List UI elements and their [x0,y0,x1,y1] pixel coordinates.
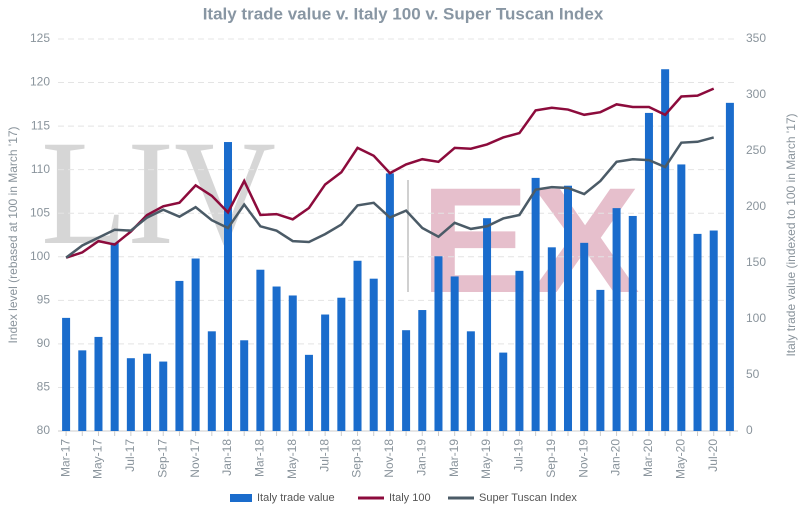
bar [644,112,653,432]
bar [709,230,718,431]
bar [272,286,281,431]
y-axis-label: Index level (rebased at 100 in March '17… [6,126,20,343]
bar [191,258,200,431]
bar [434,256,443,431]
bar [418,310,427,431]
legend-label: Italy trade value [257,492,335,504]
x-tick-label: Jan-18 [220,439,234,476]
bar [256,269,265,431]
x-tick-label: Nov-17 [188,439,202,478]
bar [110,242,119,431]
x-tick-label: Jan-19 [414,439,428,476]
legend-label: Italy 100 [389,492,431,504]
bar [531,177,540,431]
bar [466,331,475,431]
bar [143,353,152,431]
bar [159,361,168,431]
bar [580,242,589,431]
bar [126,358,135,431]
x-tick-label: Jul-17 [123,439,137,472]
y2-tick-label: 200 [746,199,766,213]
y-tick-label: 90 [37,336,51,350]
bar [94,336,103,431]
bar [628,215,637,431]
chart-title: Italy trade value v. Italy 100 v. Super … [203,4,604,23]
y-tick-label: 115 [31,118,50,132]
bar [515,270,524,431]
bar [693,233,702,431]
bar [499,352,508,431]
legend-label: Super Tuscan Index [479,492,577,504]
x-tick-label: Mar-18 [253,439,267,477]
bar [483,218,492,431]
x-tick-label: Nov-19 [576,439,590,478]
bar [62,317,71,431]
bar [385,173,394,431]
x-tick-label: May-18 [285,439,299,479]
bar [677,164,686,431]
x-tick-label: May-19 [479,439,493,479]
y2-tick-label: 100 [746,311,766,325]
bar [402,330,411,431]
legend-swatch [230,494,252,502]
bar [661,69,670,432]
y2-tick-label: 350 [746,31,766,45]
bar [207,331,216,431]
x-tick-label: Nov-18 [382,439,396,478]
y-tick-label: 85 [37,380,51,394]
x-tick-label: Jul-19 [512,439,526,472]
x-tick-label: May-17 [91,439,105,479]
bar [596,289,605,431]
y-tick-label: 110 [31,162,50,176]
x-tick-label: Mar-19 [447,439,461,477]
bar [288,295,297,431]
bar [725,102,734,431]
x-tick-label: Jul-20 [706,439,720,472]
x-tick-label: Jul-18 [317,439,331,472]
x-tick-label: May-20 [674,439,688,479]
bar [321,314,330,431]
bar [337,297,346,431]
bar [240,340,249,431]
y2-tick-label: 250 [746,143,766,157]
bar [450,276,459,431]
y-tick-label: 125 [30,31,50,45]
y-tick-label: 100 [30,249,50,263]
y-tick-label: 95 [37,293,51,307]
line [65,87,715,259]
y-tick-label: 120 [30,75,50,89]
bar [304,354,313,431]
bar [369,278,378,431]
line [65,136,715,259]
x-tick-label: Mar-17 [58,439,72,477]
y2-axis-label: Italy trade value (indexed to 100 in Mar… [784,113,798,356]
bar [564,185,572,431]
y2-tick-label: 150 [746,255,766,269]
bar [175,280,184,431]
x-tick-label: Sep-17 [155,439,169,478]
bar [612,208,621,431]
y2-tick-label: 0 [746,423,753,437]
y2-tick-label: 50 [746,367,760,381]
bar [547,247,556,431]
x-tick-label: Sep-18 [350,439,364,478]
y2-tick-label: 300 [746,87,766,101]
x-tick-label: Sep-19 [544,439,558,478]
y-tick-label: 80 [37,423,51,437]
bar [224,142,232,432]
x-tick-label: Mar-20 [641,439,655,477]
x-tick-label: Jan-20 [609,439,623,476]
bar [78,350,87,431]
bar [353,260,362,431]
y-tick-label: 105 [30,205,50,219]
